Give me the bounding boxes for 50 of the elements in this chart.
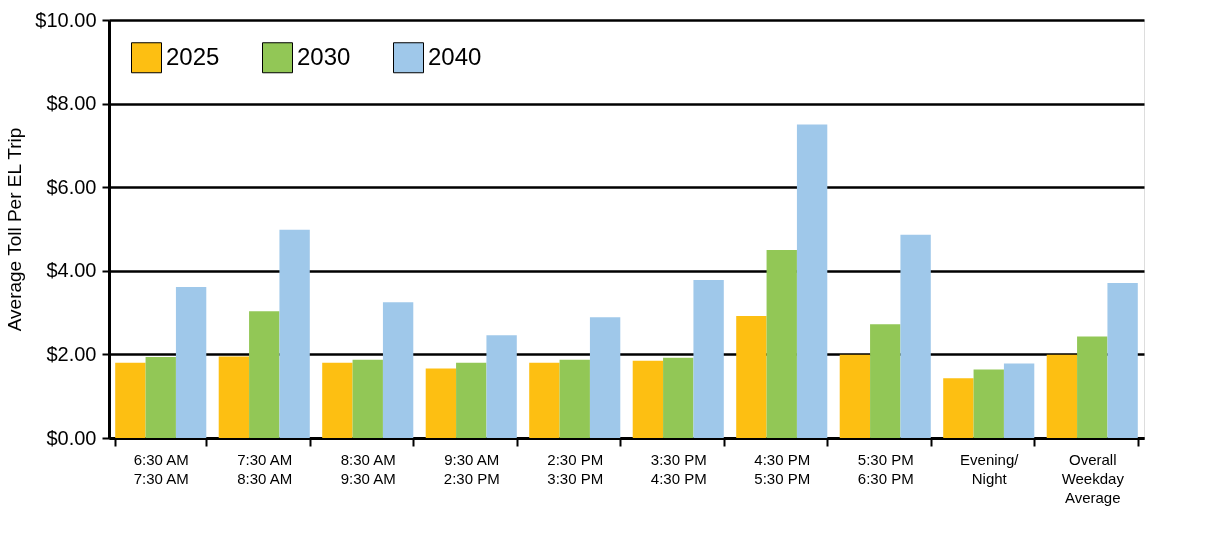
bar	[1003, 363, 1035, 438]
bar	[115, 362, 146, 438]
bar	[249, 311, 280, 438]
bar	[218, 356, 250, 438]
x-tick-label: 3:30 PM 4:30 PM	[650, 450, 707, 487]
bar	[175, 287, 207, 438]
bar	[456, 362, 487, 438]
x-tick-label: 2:30 PM 3:30 PM	[547, 450, 604, 487]
bar	[529, 362, 560, 438]
y-tick-label: $4.00	[46, 259, 97, 282]
legend-label: 2025	[166, 42, 220, 70]
y-axis-title: Average Toll Per EL Trip	[4, 127, 26, 332]
x-tick-label: 7:30 AM 8:30 AM	[237, 450, 293, 487]
y-tick-label: $6.00	[46, 175, 97, 198]
bar	[736, 315, 767, 438]
y-tick-label: $10.00	[35, 8, 97, 31]
x-tick-label: 6:30 AM 7:30 AM	[133, 450, 189, 487]
x-tick-label: 9:30 AM 2:30 PM	[443, 450, 500, 487]
bar	[693, 280, 724, 438]
legend-label: 2040	[428, 42, 482, 70]
bar	[663, 357, 694, 438]
bar	[632, 360, 664, 438]
x-tick-label: Overall Weekday Average	[1061, 450, 1125, 506]
x-tick-label: 4:30 PM 5:30 PM	[754, 450, 811, 487]
bar	[973, 369, 1004, 438]
y-tick-label: $2.00	[46, 342, 97, 365]
x-tick-label: 5:30 PM 6:30 PM	[857, 450, 914, 487]
y-tick-label: $0.00	[46, 426, 97, 449]
bar	[900, 234, 931, 438]
bar	[943, 378, 974, 438]
bar	[322, 362, 353, 438]
bar	[145, 356, 176, 438]
bar	[589, 317, 621, 438]
bar	[382, 302, 414, 438]
x-tick-label: Evening/ Night	[960, 450, 1020, 487]
bar	[766, 249, 797, 438]
bar	[559, 359, 590, 438]
legend-label: 2030	[297, 42, 351, 70]
bar	[839, 354, 871, 438]
bar	[279, 229, 310, 438]
bar	[870, 324, 901, 438]
bar	[1107, 282, 1138, 438]
bar	[1046, 354, 1078, 438]
bar	[796, 124, 828, 438]
bar	[352, 359, 383, 438]
bar	[486, 335, 517, 438]
bar	[425, 368, 457, 438]
y-tick-label: $8.00	[46, 92, 97, 115]
bar	[1077, 336, 1108, 438]
x-tick-label: 8:30 AM 9:30 AM	[340, 450, 396, 487]
